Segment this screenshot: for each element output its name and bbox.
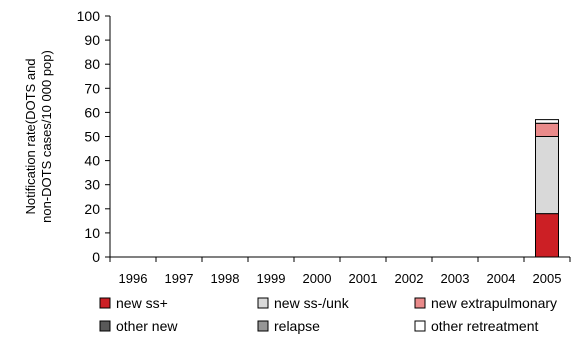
y-axis-label: Notification rate(DOTS andnon-DOTS cases…	[23, 50, 54, 223]
legend-item: relapse	[257, 318, 320, 334]
legend-label: other retreatment	[431, 318, 538, 334]
legend-label: relapse	[274, 318, 320, 334]
legend-item: new ss+	[99, 295, 168, 311]
y-tick-label: 30	[84, 177, 100, 193]
x-tick-label: 1996	[119, 271, 148, 286]
x-tick-label: 2005	[533, 271, 562, 286]
y-tick-label: 60	[84, 104, 100, 120]
bars	[535, 119, 559, 258]
y-tick-label: 10	[84, 225, 100, 241]
x-tick-label: 1997	[165, 271, 194, 286]
legend: new ss+ new ss-/unk new extrapulmonary othe…	[99, 295, 557, 334]
legend-label: new ss-/unk	[274, 295, 350, 311]
x-tick-label: 1998	[211, 271, 240, 286]
y-tick-labels: 0 10 20 30 40 50 60 70 80 90 100	[77, 8, 101, 265]
y-tick-label: 0	[92, 249, 100, 265]
legend-swatch	[257, 320, 269, 332]
bar-segment	[535, 213, 559, 258]
y-tick-label: 20	[84, 201, 100, 217]
y-tick-label: 90	[84, 32, 100, 48]
legend-swatch	[257, 297, 269, 309]
legend-label: new ss+	[116, 295, 168, 311]
bar-segment	[535, 119, 559, 124]
x-tick-label: 2002	[395, 271, 424, 286]
x-tick-label: 2004	[487, 271, 516, 286]
legend-item: other new	[99, 318, 178, 334]
y-tick-label: 40	[84, 153, 100, 169]
y-axis-title: Notification rate(DOTS andnon-DOTS cases…	[23, 50, 54, 223]
y-axis-title-line: Notification rate(DOTS and	[23, 58, 38, 214]
legend-item: new extrapulmonary	[414, 295, 557, 311]
x-tick-label: 1999	[257, 271, 286, 286]
x-tick-label: 2001	[349, 271, 378, 286]
bar-segment	[535, 136, 559, 215]
x-tick-label: 2000	[303, 271, 332, 286]
legend-item: new ss-/unk	[257, 295, 350, 311]
axes	[105, 15, 571, 262]
x-tick-label: 2003	[441, 271, 470, 286]
legend-swatch	[99, 320, 111, 332]
y-tick-label: 100	[77, 8, 101, 24]
x-tick-labels: 1996 1997 1998 1999 2000 2001 2002 2003 2004 2005	[119, 271, 562, 286]
legend-swatch	[99, 297, 111, 309]
y-axis-title-line: non-DOTS cases/10 000 pop)	[39, 50, 54, 223]
y-tick-label: 80	[84, 56, 100, 72]
legend-label: other new	[116, 318, 178, 334]
y-tick-label: 70	[84, 80, 100, 96]
legend-label: new extrapulmonary	[431, 295, 557, 311]
y-tick-label: 50	[84, 129, 100, 145]
legend-swatch	[414, 320, 426, 332]
legend-swatch	[414, 297, 426, 309]
legend-item: other retreatment	[414, 318, 538, 334]
bar-segment	[535, 122, 559, 138]
